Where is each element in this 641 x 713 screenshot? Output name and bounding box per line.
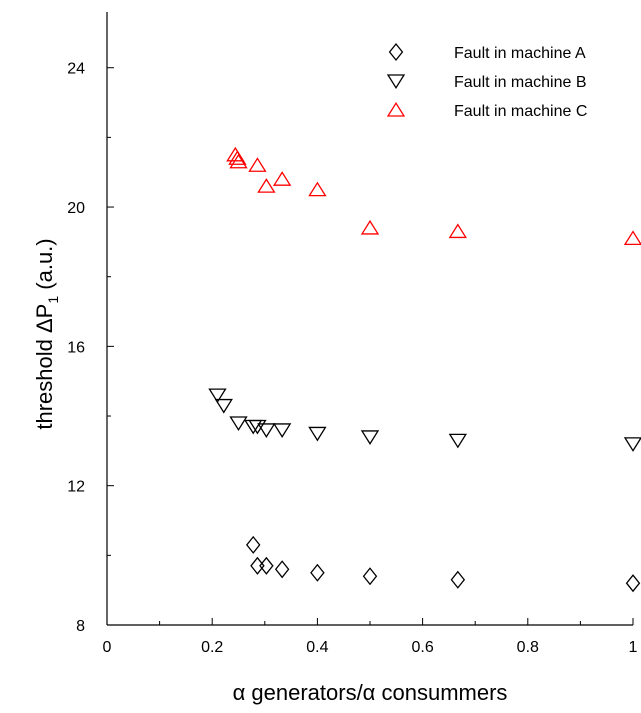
data-point-triangle-up [308,181,327,197]
data-point-triangle-up [623,230,641,246]
x-tick-label: 0.4 [306,639,328,656]
data-point-diamond [362,567,378,586]
legend-marker-diamond [388,42,404,62]
data-point-triangle-down [208,388,227,404]
legend-marker-triangle-down [386,74,406,90]
x-axis-title: α generators/α consummers [233,680,508,705]
y-axis-title-subscript: 1 [45,296,61,304]
data-point-diamond [259,556,274,575]
data-point-triangle-up [228,150,247,165]
data-point-triangle-down [257,423,276,438]
legend-label: Fault in machine B [454,74,587,91]
data-point-triangle-up [248,157,267,172]
y-tick-label: 12 [67,479,85,496]
data-point-diamond [625,574,641,593]
y-axis-title-tail: (a.u.) [32,238,57,295]
data-point-triangle-up [257,178,276,193]
legend-label: Fault in machine A [454,45,586,62]
data-point-triangle-up [272,171,292,186]
data-point-triangle-up [229,153,248,169]
x-tick-label: 1 [629,639,638,656]
y-axis-title-main: threshold ΔP [32,304,57,430]
data-point-triangle-up [360,219,380,235]
data-points [208,146,641,593]
x-tick-label: 0.6 [411,639,433,656]
ticks: 0 0.2 0.4 0.6 0.8 1 8 12 16 20 24 [67,61,637,656]
data-point-triangle-down [214,398,233,414]
data-point-triangle-down [623,437,641,452]
y-tick-label: 20 [67,200,85,217]
data-point-triangle-down [248,419,267,435]
data-point-diamond [245,535,261,554]
y-tick-label: 8 [76,618,85,635]
data-point-triangle-down [308,426,327,442]
data-point-diamond [450,570,466,589]
y-tick-label: 16 [67,339,85,356]
x-tick-label: 0.8 [517,639,539,656]
y-tick-label: 24 [67,61,85,78]
y-axis-title: threshold ΔP1 (a.u.) [32,238,61,429]
data-point-triangle-down [360,430,380,445]
legend: Fault in machine A Fault in machine B Faul… [386,42,587,120]
data-point-diamond [274,560,290,579]
x-tick-label: 0.2 [201,639,223,656]
data-point-triangle-down [229,416,248,432]
x-tick-label: 0 [103,639,112,656]
data-point-triangle-down [448,433,468,449]
data-point-triangle-down [272,423,292,438]
data-point-diamond [310,563,325,582]
data-point-diamond [250,556,265,575]
legend-label: Fault in machine C [454,103,587,120]
legend-marker-triangle-up [386,101,406,117]
data-point-triangle-up [448,223,468,239]
